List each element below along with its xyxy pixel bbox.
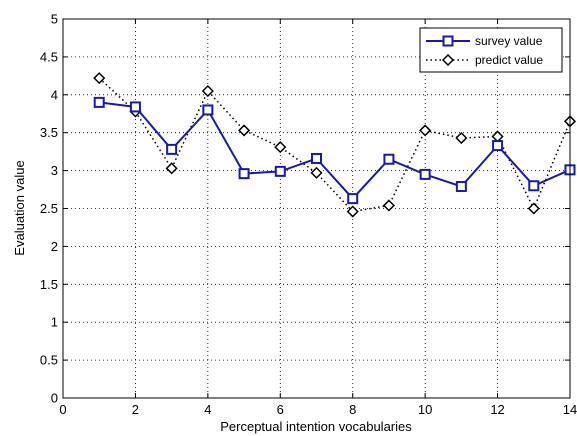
survey-point: [166, 143, 178, 155]
survey-point: [492, 140, 504, 152]
predict-point: [455, 131, 468, 145]
survey-point: [274, 165, 286, 177]
predict-point: [201, 84, 214, 98]
x-tick-label: 10: [418, 402, 432, 417]
y-tick-label: 1: [51, 315, 58, 330]
y-tick-label: 2.5: [40, 201, 58, 216]
legend-marker-predict: [441, 53, 455, 67]
survey-point: [528, 180, 540, 192]
survey-series-line: [99, 101, 571, 201]
survey-point: [238, 168, 250, 180]
series-layer: [93, 72, 577, 218]
predict-point: [310, 166, 323, 179]
y-tick-label: 5: [51, 12, 58, 27]
x-tick-label: 12: [490, 402, 504, 417]
x-tick-label: 2: [132, 402, 139, 417]
x-axis-title: Perceptual intention vocabularies: [220, 419, 412, 434]
legend-marker-survey: [442, 35, 454, 47]
grid: [63, 19, 570, 398]
predict-point: [274, 141, 287, 154]
y-tick-label: 2: [51, 239, 58, 254]
y-tick-label: 4.5: [40, 49, 58, 64]
legend-label-predict: predict value: [475, 53, 543, 67]
survey-point: [93, 96, 105, 108]
y-tick-label: 4: [51, 87, 58, 102]
survey-point: [202, 104, 214, 116]
survey-point: [383, 153, 395, 165]
y-tick-label: 0: [51, 391, 58, 406]
y-tick-label: 1.5: [40, 277, 58, 292]
y-tick-label: 0.5: [40, 353, 58, 368]
survey-point: [419, 168, 431, 180]
survey-point: [347, 193, 359, 205]
survey-point: [129, 101, 141, 113]
predict-point: [382, 199, 395, 212]
x-tick-label: 14: [563, 402, 577, 417]
x-tick-label: 4: [204, 402, 211, 417]
y-axis-title: Evaluation value: [12, 160, 27, 255]
survey-point: [311, 152, 322, 164]
predict-point: [238, 124, 251, 137]
predict-point: [419, 124, 432, 137]
predict-point: [527, 202, 540, 215]
x-tick-label: 0: [59, 402, 66, 417]
predict-point: [165, 162, 178, 175]
plot-frame: [62, 18, 571, 399]
survey-point: [455, 181, 467, 193]
predict-point: [93, 72, 106, 85]
legend-box: [419, 27, 563, 73]
predict-series-line: [98, 77, 571, 213]
legend: survey value predict value: [419, 27, 563, 73]
y-tick-label: 3.5: [40, 125, 58, 140]
x-tick-label: 6: [277, 402, 284, 417]
y-tick-label: 3: [51, 163, 58, 178]
predict-point: [346, 205, 359, 218]
x-tick-label: 8: [349, 402, 356, 417]
legend-label-survey: survey value: [475, 34, 543, 48]
tick-labels: 0 2 4 6 8 10 12 14 0 0.5 1 1.5 2 2.5 3 3.5 4 4.5 5: [40, 12, 577, 418]
